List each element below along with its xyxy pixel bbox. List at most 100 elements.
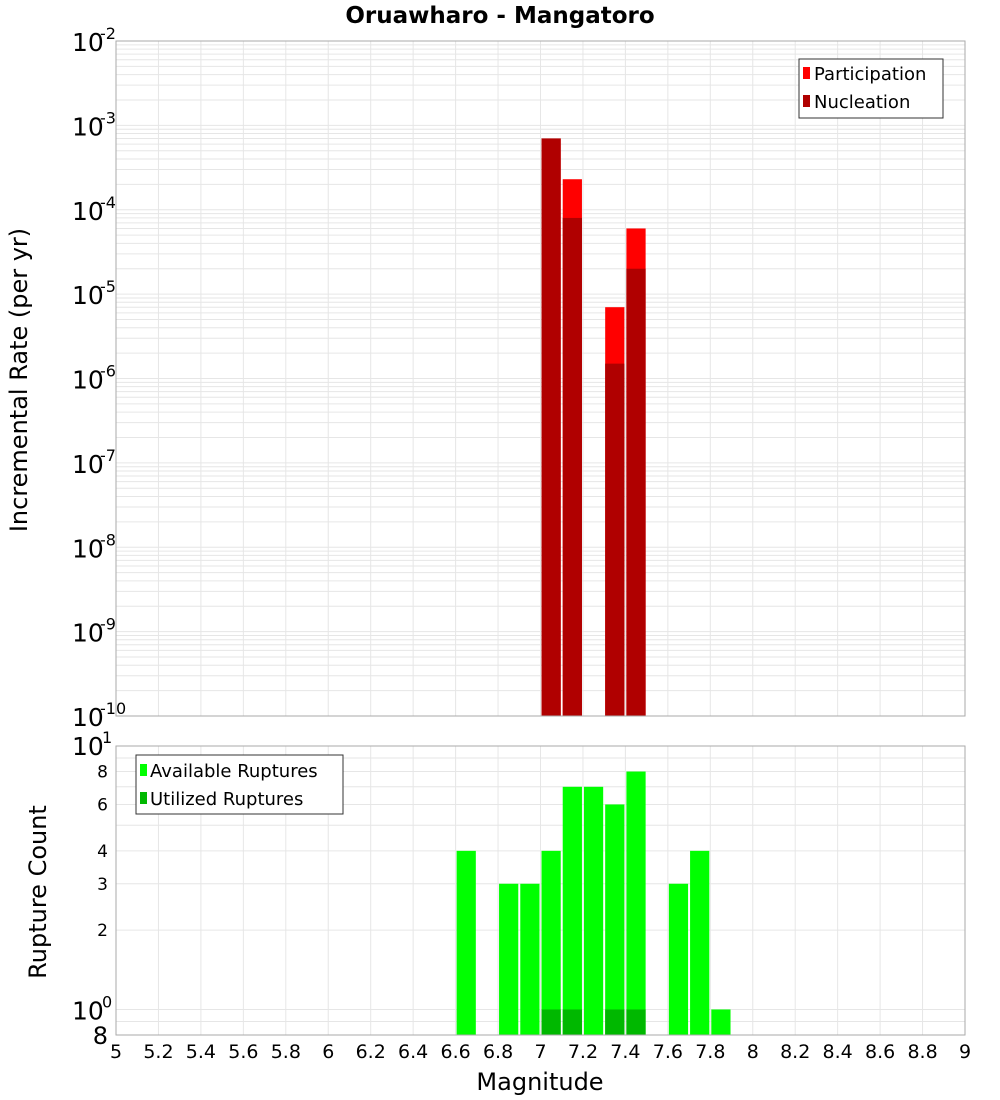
tick-exponent: -4 — [100, 193, 116, 212]
x-tick-label: 8.6 — [865, 1041, 895, 1063]
top-y-tick: 10-6 — [72, 362, 116, 395]
tick-exponent: -3 — [100, 108, 116, 127]
x-tick-label: 6.4 — [398, 1041, 428, 1063]
x-tick-label: 7 — [534, 1041, 546, 1063]
available-ruptures-bar — [711, 1009, 731, 1035]
tick-base: 10 — [72, 112, 104, 141]
legend-label-nucleation: Nucleation — [814, 92, 910, 113]
available-ruptures-bar — [668, 883, 689, 1035]
top-y-ticks: 10-210-310-410-510-610-710-810-910-10 — [72, 24, 126, 732]
available-ruptures-bar — [499, 883, 519, 1035]
tick-base: 10 — [72, 732, 104, 761]
tick-base: 10 — [72, 703, 104, 732]
top-y-tick: 10-7 — [72, 446, 116, 479]
nucleation-bar — [541, 138, 561, 717]
available-ruptures-bar — [583, 786, 604, 1035]
tick-exponent: -5 — [100, 277, 116, 296]
legend-label-participation: Participation — [814, 64, 926, 85]
tick-base: 10 — [72, 619, 104, 648]
bottom-y-tick: 3 — [97, 875, 108, 895]
nucleation-bar — [626, 268, 646, 716]
x-tick-label: 5.4 — [186, 1041, 216, 1063]
tick-exponent: 0 — [102, 992, 112, 1011]
bottom-y-axis-label: Rupture Count — [24, 805, 52, 979]
bottom-legend: Available Ruptures Utilized Ruptures — [135, 754, 344, 815]
tick-exponent: -6 — [100, 362, 116, 381]
legend-swatch-utilized — [140, 792, 147, 804]
tick-exponent: 1 — [102, 728, 112, 747]
tick-exponent: -10 — [100, 699, 126, 718]
x-axis-label: Magnitude — [476, 1068, 603, 1096]
x-tick-label: 8 — [747, 1041, 759, 1063]
bottom-y-tick: 6 — [97, 795, 108, 815]
legend-label-available: Available Ruptures — [150, 761, 318, 782]
x-tick-label: 6.2 — [356, 1041, 386, 1063]
top-y-tick: 10-9 — [72, 615, 116, 648]
x-tick-label: 5.8 — [271, 1041, 301, 1063]
available-ruptures-bar — [562, 786, 582, 1035]
top-y-tick: 10-8 — [72, 530, 116, 563]
tick-exponent: -8 — [100, 530, 116, 549]
legend-swatch-available — [140, 764, 147, 776]
bottom-bars — [456, 771, 731, 1035]
available-ruptures-bar — [626, 771, 646, 1035]
bottom-plot-frame — [115, 745, 966, 1036]
top-grid — [115, 41, 966, 717]
bottom-y-tick: 2 — [97, 921, 108, 941]
tick-base: 10 — [72, 996, 104, 1025]
bottom-y-tick-one: 100 — [72, 992, 112, 1025]
top-plot-frame — [115, 40, 966, 717]
top-y-tick: 10-4 — [72, 193, 116, 226]
top-y-tick: 10-10 — [72, 699, 126, 732]
available-ruptures-bar — [520, 883, 540, 1035]
top-y-axis-label: Incremental Rate (per yr) — [5, 228, 33, 532]
top-y-tick: 10-5 — [72, 277, 116, 310]
bottom-y-tick-top: 101 — [72, 728, 112, 761]
utilized-ruptures-bar — [605, 1009, 625, 1035]
x-tick-label: 5 — [110, 1041, 122, 1063]
utilized-ruptures-bar — [562, 1009, 582, 1035]
x-tick-label: 6.8 — [483, 1041, 513, 1063]
available-ruptures-bar — [456, 850, 476, 1035]
bottom-y-tick: 8 — [97, 763, 108, 783]
utilized-ruptures-bar — [541, 1009, 561, 1035]
tick-base: 10 — [72, 281, 104, 310]
utilized-ruptures-bar — [626, 1009, 646, 1035]
x-tick-label: 6 — [322, 1041, 334, 1063]
tick-base: 10 — [72, 534, 104, 563]
tick-exponent: -2 — [100, 24, 116, 43]
nucleation-bar — [562, 217, 582, 716]
tick-exponent: -9 — [100, 615, 116, 634]
legend-swatch-participation — [803, 67, 810, 79]
x-tick-label: 8.4 — [823, 1041, 853, 1063]
available-ruptures-bar — [690, 850, 710, 1035]
legend-label-utilized: Utilized Ruptures — [150, 789, 303, 810]
available-ruptures-bar — [605, 804, 625, 1035]
bottom-y-tick-bottom: 8 — [93, 1022, 108, 1050]
x-tick-label: 6.6 — [440, 1041, 470, 1063]
tick-base: 10 — [72, 197, 104, 226]
top-bars — [541, 138, 646, 717]
tick-base: 10 — [72, 28, 104, 57]
x-tick-label: 5.2 — [143, 1041, 173, 1063]
chart-title: Oruawharo - Mangatoro — [345, 3, 655, 29]
top-legend: Participation Nucleation — [798, 58, 944, 119]
x-tick-label: 5.6 — [228, 1041, 258, 1063]
tick-exponent: -7 — [100, 446, 116, 465]
x-tick-label: 8.2 — [780, 1041, 810, 1063]
x-tick-label: 7.4 — [610, 1041, 640, 1063]
x-tick-label: 7.8 — [695, 1041, 725, 1063]
x-ticks: 5 5.2 5.4 5.6 5.8 6 6.2 6.4 6.6 6.8 7 7.2 7.4 7.6 7.8 8… — [110, 1041, 971, 1063]
x-tick-label: 8.8 — [907, 1041, 937, 1063]
x-tick-label: 7.2 — [568, 1041, 598, 1063]
tick-base: 10 — [72, 366, 104, 395]
tick-base: 10 — [72, 450, 104, 479]
x-tick-label: 7.6 — [653, 1041, 683, 1063]
x-tick-label: 9 — [959, 1041, 971, 1063]
bottom-y-tick: 4 — [97, 842, 108, 862]
nucleation-bar — [605, 363, 625, 716]
top-y-tick: 10-3 — [72, 108, 116, 141]
top-y-tick: 10-2 — [72, 24, 116, 57]
legend-swatch-nucleation — [803, 95, 810, 107]
